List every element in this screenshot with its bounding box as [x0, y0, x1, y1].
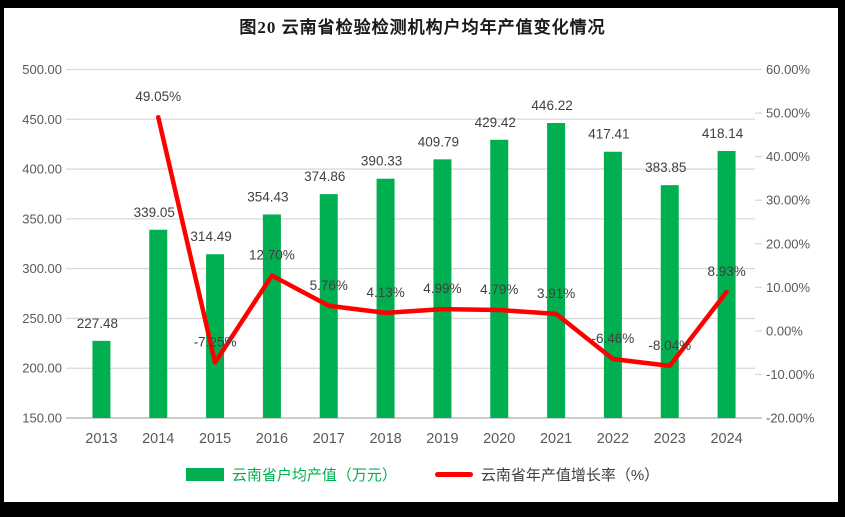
x-axis-label: 2018	[369, 431, 401, 447]
chart-title: 图20 云南省检验检测机构户均年产值变化情况	[239, 18, 606, 37]
bar-2018	[376, 178, 395, 418]
bar-2019	[433, 159, 452, 419]
x-axis-label: 2022	[597, 431, 629, 447]
left-axis-tick-label: 450.00	[22, 112, 62, 127]
x-axis-label: 2015	[199, 431, 231, 447]
bar-value-label: 374.86	[304, 169, 345, 184]
legend-item-avg-output: 云南省户均产值（万元）	[185, 464, 397, 485]
bar-2022	[603, 151, 622, 419]
x-axis-label: 2019	[426, 431, 458, 447]
x-axis-label: 2024	[710, 431, 742, 447]
left-axis-tick-label: 400.00	[22, 162, 62, 177]
bar-2020	[490, 139, 509, 418]
chart-legend: 云南省户均产值（万元） 云南省年产值增长率（%）	[0, 464, 845, 485]
right-axis-tick-label: 40.00%	[766, 149, 811, 164]
line-value-label: 8.93%	[707, 264, 745, 279]
left-axis-tick-label: 200.00	[22, 361, 62, 376]
bar-2013	[92, 340, 111, 418]
right-axis-tick-label: 50.00%	[766, 106, 811, 121]
line-value-label: 4.13%	[366, 285, 404, 300]
chart-panel	[4, 8, 838, 502]
bar-value-label: 227.48	[77, 316, 118, 331]
line-value-label: 12.70%	[249, 248, 295, 263]
bar-value-label: 446.22	[531, 98, 572, 113]
bar-value-label: 417.41	[588, 127, 629, 142]
left-axis-tick-label: 500.00	[22, 62, 62, 77]
line-value-label: 4.79%	[480, 282, 518, 297]
legend-label: 云南省年产值增长率（%）	[480, 467, 660, 484]
x-axis-label: 2014	[142, 431, 174, 447]
line-value-label: 49.05%	[135, 89, 181, 104]
x-axis-label: 2021	[540, 431, 572, 447]
bar-value-label: 314.49	[190, 229, 231, 244]
left-axis-tick-label: 300.00	[22, 261, 62, 276]
bar-series-swatch	[185, 468, 224, 481]
right-axis-tick-label: 20.00%	[766, 236, 811, 251]
bar-2024	[717, 151, 736, 419]
bar-2016	[262, 214, 281, 418]
x-axis-label: 2013	[85, 431, 117, 447]
line-value-label: 4.99%	[423, 281, 461, 296]
line-value-label: 5.76%	[310, 278, 348, 293]
x-axis-label: 2016	[256, 431, 288, 447]
legend-item-growth-rate: 云南省年产值增长率（%）	[434, 464, 660, 485]
line-value-label: -6.46%	[592, 331, 635, 346]
left-axis-tick-label: 250.00	[22, 311, 62, 326]
bar-2023	[660, 185, 679, 418]
bar-2021	[547, 123, 566, 419]
growth-rate-line	[156, 114, 729, 369]
right-axis-tick-label: 30.00%	[766, 193, 811, 208]
bar-value-label: 409.79	[418, 134, 459, 149]
line-value-label: -8.04%	[648, 338, 691, 353]
bar-value-label: 429.42	[475, 115, 516, 130]
x-axis-label: 2023	[654, 431, 686, 447]
bar-value-label: 418.14	[702, 126, 744, 141]
bar-2015	[206, 254, 225, 418]
bar-value-label: 339.05	[134, 205, 175, 220]
line-series-swatch	[434, 472, 473, 477]
right-axis-tick-label: -20.00%	[766, 411, 815, 426]
line-value-label: -7.25%	[194, 334, 237, 349]
x-axis-label: 2017	[313, 431, 345, 447]
right-axis-tick-label: 0.00%	[766, 323, 803, 338]
left-axis-tick-label: 350.00	[22, 211, 62, 226]
line-value-label: 3.91%	[537, 286, 575, 301]
bar-value-label: 390.33	[361, 154, 402, 169]
x-axis-label: 2020	[483, 431, 515, 447]
left-axis-tick-label: 150.00	[22, 411, 62, 426]
legend-label: 云南省户均产值（万元）	[231, 467, 397, 484]
right-axis-tick-label: -10.00%	[766, 367, 815, 382]
bar-value-label: 354.43	[247, 189, 288, 204]
bar-2014	[149, 229, 168, 418]
right-axis-tick-label: 60.00%	[766, 62, 811, 77]
right-axis-tick-label: 10.00%	[766, 280, 811, 295]
bar-value-label: 383.85	[645, 160, 686, 175]
